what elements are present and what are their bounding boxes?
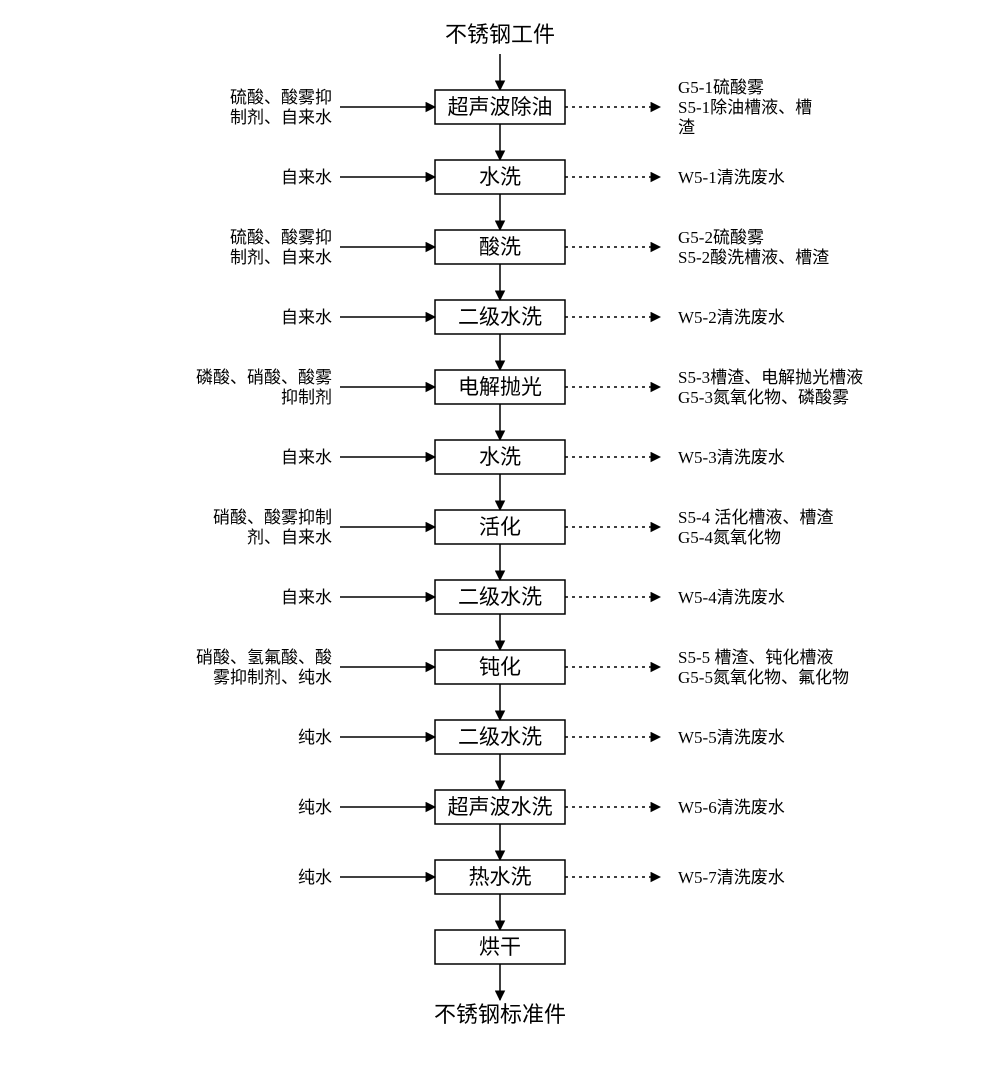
input-label: 硫酸、酸雾抑 (230, 88, 332, 107)
process-label: 电解抛光 (458, 375, 542, 399)
input-label: 硫酸、酸雾抑 (230, 228, 332, 247)
input-label: 抑制剂 (281, 388, 332, 407)
process-label: 二级水洗 (458, 585, 542, 609)
process-label: 超声波除油 (448, 95, 553, 119)
input-label: 纯水 (298, 728, 332, 747)
process-label: 水洗 (479, 165, 521, 189)
process-label: 酸洗 (479, 235, 521, 259)
input-label: 硝酸、氢氟酸、酸 (196, 648, 332, 667)
input-label: 纯水 (298, 868, 332, 887)
process-label: 超声波水洗 (448, 795, 553, 819)
process-label: 二级水洗 (458, 305, 542, 329)
input-label: 纯水 (298, 798, 332, 817)
output-label: S5-4 活化槽液、槽渣 (678, 508, 833, 527)
input-label: 自来水 (281, 448, 332, 467)
output-label: S5-2酸洗槽液、槽渣 (678, 248, 829, 267)
input-label: 剂、自来水 (247, 528, 332, 547)
input-label: 硝酸、酸雾抑制 (213, 508, 332, 527)
output-label: G5-5氮氧化物、氟化物 (678, 668, 849, 687)
input-label: 自来水 (281, 308, 332, 327)
input-label: 自来水 (281, 588, 332, 607)
process-label: 水洗 (479, 445, 521, 469)
input-label: 雾抑制剂、纯水 (213, 668, 332, 687)
output-label: G5-1硫酸雾 (678, 78, 764, 97)
start-label: 不锈钢工件 (445, 22, 555, 47)
end-label: 不锈钢标准件 (434, 1002, 566, 1027)
output-label: W5-4清洗废水 (678, 588, 785, 607)
process-label: 烘干 (479, 935, 521, 959)
output-label: W5-2清洗废水 (678, 308, 785, 327)
output-label: W5-7清洗废水 (678, 868, 785, 887)
process-label: 钝化 (479, 655, 521, 679)
process-label: 二级水洗 (458, 725, 542, 749)
input-label: 自来水 (281, 168, 332, 187)
output-label: W5-1清洗废水 (678, 168, 785, 187)
process-label: 活化 (479, 515, 521, 539)
input-label: 制剂、自来水 (230, 248, 332, 267)
output-label: S5-5 槽渣、钝化槽液 (678, 648, 833, 667)
process-flowchart: 不锈钢工件超声波除油硫酸、酸雾抑制剂、自来水G5-1硫酸雾S5-1除油槽液、槽渣… (0, 0, 1000, 1076)
input-label: 制剂、自来水 (230, 108, 332, 127)
output-label: 渣 (678, 118, 695, 137)
output-label: G5-4氮氧化物 (678, 528, 781, 547)
output-label: W5-6清洗废水 (678, 798, 785, 817)
output-label: W5-3清洗废水 (678, 448, 785, 467)
output-label: G5-3氮氧化物、磷酸雾 (678, 388, 849, 407)
output-label: S5-1除油槽液、槽 (678, 98, 812, 117)
output-label: G5-2硫酸雾 (678, 228, 764, 247)
input-label: 磷酸、硝酸、酸雾 (196, 368, 332, 387)
output-label: S5-3槽渣、电解抛光槽液 (678, 368, 863, 387)
output-label: W5-5清洗废水 (678, 728, 785, 747)
process-label: 热水洗 (469, 865, 532, 889)
